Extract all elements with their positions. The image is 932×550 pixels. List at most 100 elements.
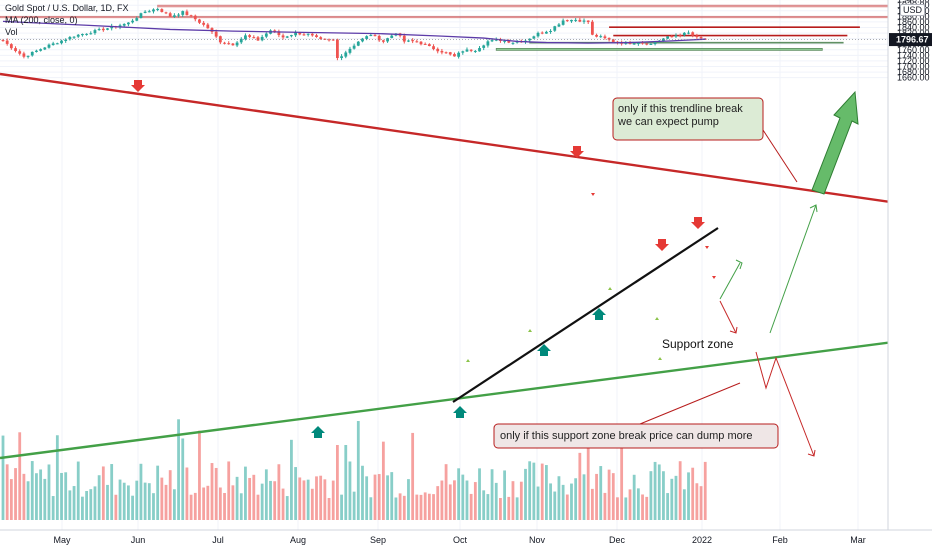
- candle-body: [336, 39, 339, 59]
- projection-down-long-head: [807, 449, 816, 457]
- candle-body: [122, 23, 126, 26]
- volume-bar: [139, 463, 143, 520]
- volume-bar: [35, 473, 38, 520]
- volume-bar: [402, 495, 406, 520]
- support-zone: [529, 41, 844, 44]
- signal-arrow-down: [131, 80, 145, 92]
- volume-bar: [532, 462, 536, 520]
- candle-body: [607, 37, 611, 40]
- volume-bar: [244, 466, 247, 520]
- price-tick-label: 1740.00: [897, 50, 930, 60]
- volume-bar: [549, 483, 552, 520]
- candle-body: [60, 40, 63, 44]
- volume-bar: [264, 469, 268, 520]
- volume-bar: [147, 483, 151, 520]
- support-zone: [495, 47, 823, 51]
- candle-body: [256, 37, 260, 41]
- candle-body: [85, 33, 88, 35]
- volume-bar: [315, 476, 318, 520]
- volume-bar: [574, 478, 578, 520]
- time-tick-label: Oct: [453, 535, 468, 545]
- candle-body: [14, 48, 17, 52]
- currency-badge[interactable]: USD: [900, 4, 926, 16]
- candle-body: [156, 8, 160, 10]
- volume-bar: [177, 419, 180, 520]
- candle-body: [365, 36, 369, 39]
- candle-body: [528, 38, 532, 41]
- projection-up-long-head: [809, 204, 818, 213]
- volume-bar: [444, 464, 448, 520]
- volume-bar: [172, 489, 176, 520]
- candle-body: [645, 43, 649, 45]
- small-marker: [466, 359, 470, 362]
- candle-body: [181, 11, 185, 15]
- candle-body: [72, 36, 76, 38]
- candle-body: [22, 53, 26, 57]
- candle-body: [666, 36, 670, 39]
- ma200-line: [2, 20, 706, 44]
- volume-bar: [122, 482, 126, 520]
- volume-bar: [294, 467, 297, 520]
- candle-body: [352, 45, 356, 49]
- volume-bar: [60, 472, 63, 520]
- candle-body: [235, 42, 239, 46]
- support-trendline: [0, 335, 932, 460]
- candle-body: [532, 36, 536, 39]
- candle-body: [139, 13, 143, 18]
- candle-body: [461, 51, 465, 53]
- candle-body: [9, 44, 13, 49]
- volume-bar: [536, 486, 540, 520]
- volume-bar: [599, 466, 603, 520]
- candle-body: [43, 47, 47, 50]
- volume-bar: [189, 494, 193, 520]
- volume-bar: [578, 452, 582, 520]
- volume-indicator-label[interactable]: Vol: [5, 27, 18, 37]
- candle-body: [436, 48, 440, 52]
- time-tick-label: May: [53, 535, 71, 545]
- volume-bar: [64, 472, 68, 520]
- candle-body: [306, 33, 310, 35]
- candle-body: [515, 41, 519, 43]
- volume-bar: [352, 491, 356, 520]
- candle-body: [670, 36, 674, 38]
- time-axis-bg: [0, 530, 932, 550]
- candle-body: [147, 11, 151, 13]
- volume-bar: [507, 496, 511, 520]
- volume-bar: [319, 475, 323, 520]
- volume-bar: [9, 479, 13, 520]
- candle-body: [578, 19, 582, 22]
- volume-bar: [469, 493, 473, 520]
- volume-bar: [223, 492, 226, 520]
- time-tick-label: Feb: [772, 535, 788, 545]
- candle-body: [273, 30, 277, 32]
- volume-bar: [14, 468, 17, 520]
- candle-body: [490, 40, 494, 42]
- ma-indicator-label[interactable]: MA (200, close, 0): [5, 15, 78, 25]
- volume-bar: [611, 473, 615, 520]
- volume-bar: [603, 492, 607, 520]
- volume-bar: [5, 464, 9, 520]
- candle-body: [285, 36, 289, 38]
- volume-bar: [106, 484, 109, 520]
- candle-body: [327, 39, 331, 41]
- volume-bar: [503, 470, 506, 520]
- volume-bar: [269, 480, 272, 520]
- signal-arrow-down: [570, 146, 584, 158]
- volume-bar: [1, 435, 5, 520]
- price-tick-label: 1660.00: [897, 73, 930, 83]
- volume-bar: [528, 461, 532, 520]
- candle-body: [206, 24, 210, 29]
- candle-body: [653, 42, 657, 45]
- volume-bar: [135, 480, 139, 520]
- support-zone-label: Support zone: [662, 337, 734, 351]
- volume-bar: [101, 466, 105, 520]
- volume-bar: [691, 467, 695, 520]
- candle-body: [503, 40, 506, 42]
- candle-body: [478, 48, 481, 52]
- candle-body: [344, 52, 348, 57]
- volume-bar: [398, 493, 402, 520]
- candle-body: [223, 42, 226, 44]
- volume-bar: [51, 496, 55, 520]
